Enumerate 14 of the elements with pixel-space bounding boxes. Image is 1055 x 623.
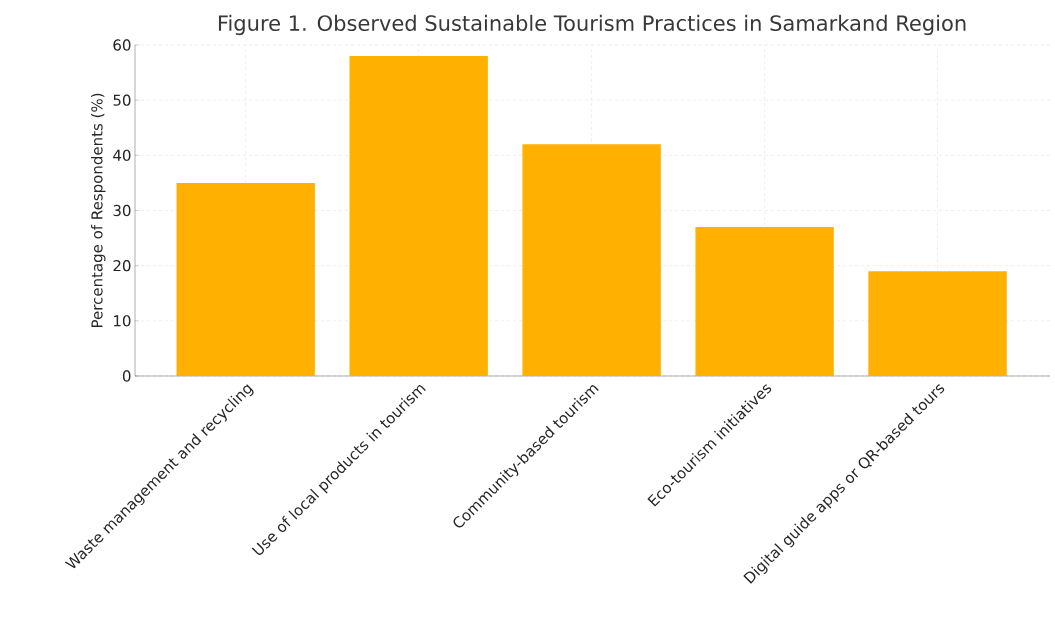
bar — [349, 56, 488, 376]
chart-title: Figure 1. Observed Sustainable Tourism Practices in Samarkand Region — [218, 14, 966, 36]
bar — [695, 227, 834, 376]
y-tick-label: 30 — [113, 204, 131, 217]
y-axis-title: Percentage of Respondents (%) — [91, 93, 106, 328]
y-tick-label: 10 — [114, 315, 131, 327]
y-tick-label: 20 — [113, 259, 131, 272]
y-tick-label: 0 — [122, 370, 131, 382]
y-tick-label: 40 — [113, 149, 131, 161]
bar — [176, 182, 315, 376]
bar — [868, 271, 1007, 376]
y-tick-label: 50 — [113, 94, 131, 106]
y-tick-label: 60 — [113, 39, 131, 51]
bar — [522, 144, 661, 376]
